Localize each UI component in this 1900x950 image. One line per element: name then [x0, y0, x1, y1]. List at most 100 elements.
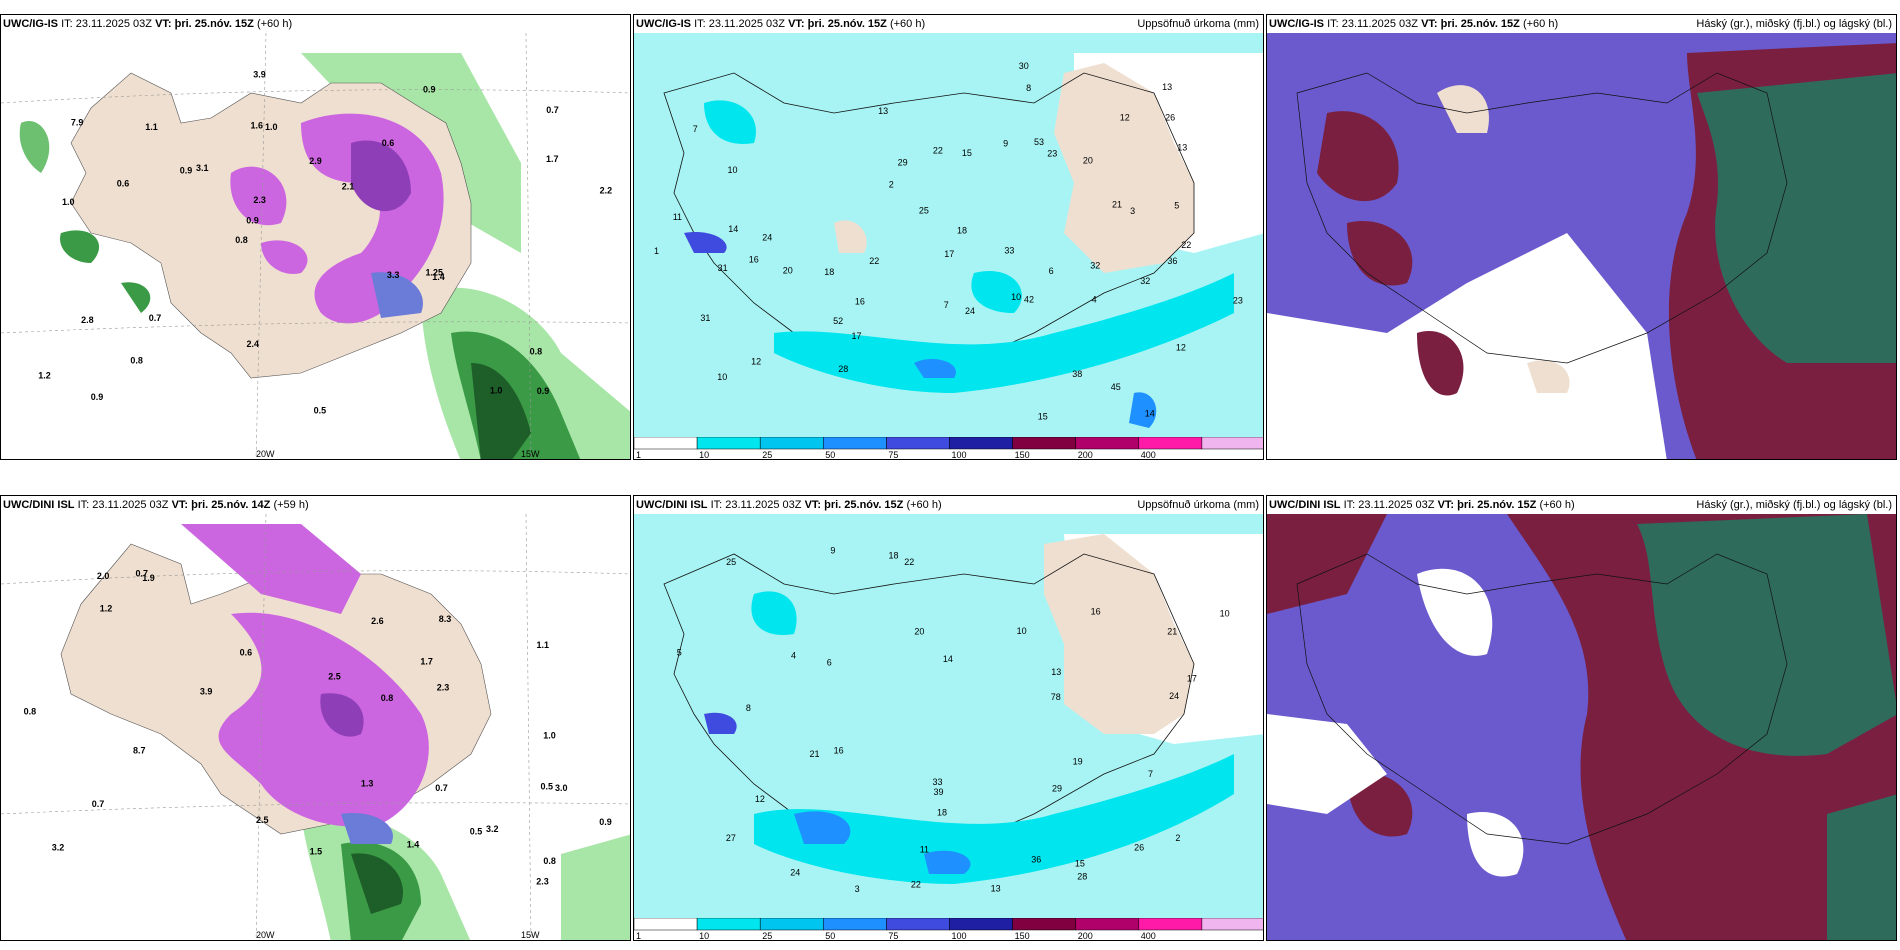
value-label: 17	[944, 249, 954, 259]
lon-label: 20W	[256, 930, 275, 940]
value-label: 23	[1233, 296, 1243, 306]
value-label: 22	[933, 145, 943, 155]
value-label: 22	[869, 256, 879, 266]
value-label: 1.1	[145, 122, 158, 132]
cloud-cover-map	[1267, 33, 1896, 459]
value-label: 14	[943, 654, 953, 664]
value-label: 2.8	[81, 315, 94, 325]
value-label: 9	[830, 546, 835, 556]
it-value: 23.11.2025 03Z	[75, 18, 152, 30]
lead-time: (+60 h)	[256, 18, 293, 30]
panel-header: UWC/IG-IS IT: 23.11.2025 03Z VT: þri. 25…	[1, 15, 630, 33]
value-label: 0.6	[240, 648, 253, 658]
map-title: Háský (gr.), miðský (fj.bl.) og lágský (…	[1696, 18, 1892, 30]
model-name: UWC/DINI ISL	[636, 499, 708, 511]
colorbar-swatch	[823, 437, 887, 450]
value-label: 1.4	[432, 272, 445, 282]
colorbar-tick: 200	[1078, 931, 1093, 940]
value-label: 1.9	[142, 573, 155, 583]
value-label: 10	[717, 372, 727, 382]
vt-value: þri. 25.nóv. 15Z	[824, 499, 904, 511]
value-label: 0.8	[235, 235, 248, 245]
vt-value: þri. 25.nóv. 15Z	[174, 18, 254, 30]
colorbar-swatch	[886, 437, 950, 450]
colorbar-tick: 200	[1078, 450, 1093, 459]
value-label: 4	[1092, 295, 1097, 305]
value-label: 0.8	[381, 693, 394, 703]
model-name: UWC/DINI ISL	[1269, 499, 1341, 511]
value-label: 25	[919, 205, 929, 215]
value-label: 10	[1220, 609, 1230, 619]
value-label: 32	[1140, 276, 1150, 286]
value-label: 5	[677, 647, 682, 657]
value-label: 8.7	[133, 746, 146, 756]
value-label: 23	[1047, 148, 1057, 158]
colorbar-tick: 100	[952, 450, 967, 459]
value-label: 3.2	[486, 824, 499, 834]
colorbar-swatch	[1201, 437, 1263, 450]
panel-header: UWC/DINI ISL IT: 23.11.2025 03Z VT: þri.…	[1267, 496, 1896, 514]
it-label: IT:	[61, 18, 73, 30]
value-label: 3	[855, 884, 860, 894]
value-label: 15	[1075, 858, 1085, 868]
value-label: 78	[1051, 692, 1061, 702]
value-label: 10	[1017, 626, 1027, 636]
lead-time: (+59 h)	[273, 499, 309, 511]
value-label: 0.7	[136, 569, 149, 579]
value-label: 3.2	[52, 843, 65, 853]
value-label: 53	[1034, 137, 1044, 147]
value-label: 32	[1090, 261, 1100, 271]
lead-time: (+60 h)	[889, 18, 926, 30]
colorbar-swatch	[759, 437, 824, 450]
colorbar-tick: 50	[825, 450, 835, 459]
colorbar-tick: 400	[1141, 450, 1156, 459]
colorbar-tick: 50	[825, 931, 835, 940]
value-label: 0.6	[382, 138, 395, 148]
colorbar-swatch	[1012, 918, 1076, 931]
value-label: 3.3	[387, 270, 400, 280]
value-label: 25	[726, 557, 736, 567]
value-label: 2.9	[309, 156, 322, 166]
colorbar-tick: 400	[1141, 931, 1156, 940]
colorbar: 1 10 25 50 75 100 150 200 400	[634, 437, 1263, 459]
value-label: 21	[1112, 200, 1122, 210]
lon-label: 15W	[521, 930, 540, 940]
value-label: 0.9	[537, 386, 550, 396]
value-label: 28	[838, 364, 848, 374]
iceland-land	[1054, 63, 1194, 273]
value-label: 28	[1077, 872, 1087, 882]
value-label: 1.3	[361, 779, 374, 789]
value-label: 13	[1162, 82, 1172, 92]
vt-value: þri. 25.nóv. 15Z	[807, 18, 887, 30]
colorbar-swatch	[823, 918, 887, 931]
value-label: 42	[1024, 295, 1034, 305]
value-label: 1.0	[490, 386, 503, 396]
map-title: Uppsöfnuð úrkoma (mm)	[1137, 499, 1259, 511]
value-label: 15	[962, 148, 972, 158]
value-label: 31	[718, 263, 728, 273]
value-label: 12	[1176, 343, 1186, 353]
value-label: 3.9	[253, 70, 266, 80]
lead-time: (+60 h)	[906, 499, 942, 511]
value-label: 2.2	[600, 185, 613, 195]
value-label: 8	[746, 703, 751, 713]
value-label: 2.1	[342, 182, 355, 192]
value-label: 3.1	[196, 163, 209, 173]
value-label: 0.7	[546, 105, 559, 115]
value-label: 1.0	[265, 122, 278, 132]
value-label: 9	[1003, 138, 1008, 148]
value-label: 7	[1148, 769, 1153, 779]
value-label: 2.5	[328, 671, 341, 681]
colorbar-swatch	[1138, 918, 1203, 931]
value-label: 39	[934, 787, 944, 797]
value-label: 33	[933, 777, 943, 787]
value-label: 1.2	[38, 370, 51, 380]
vt-value: þri. 25.nóv. 14Z	[191, 499, 271, 511]
value-label: 24	[762, 233, 772, 243]
colorbar-tick: 25	[762, 450, 772, 459]
value-label: 0.7	[435, 783, 448, 793]
value-label: 22	[911, 880, 921, 890]
vt-label: VT:	[1437, 499, 1455, 511]
value-label: 24	[1169, 691, 1179, 701]
value-label: 36	[1167, 256, 1177, 266]
